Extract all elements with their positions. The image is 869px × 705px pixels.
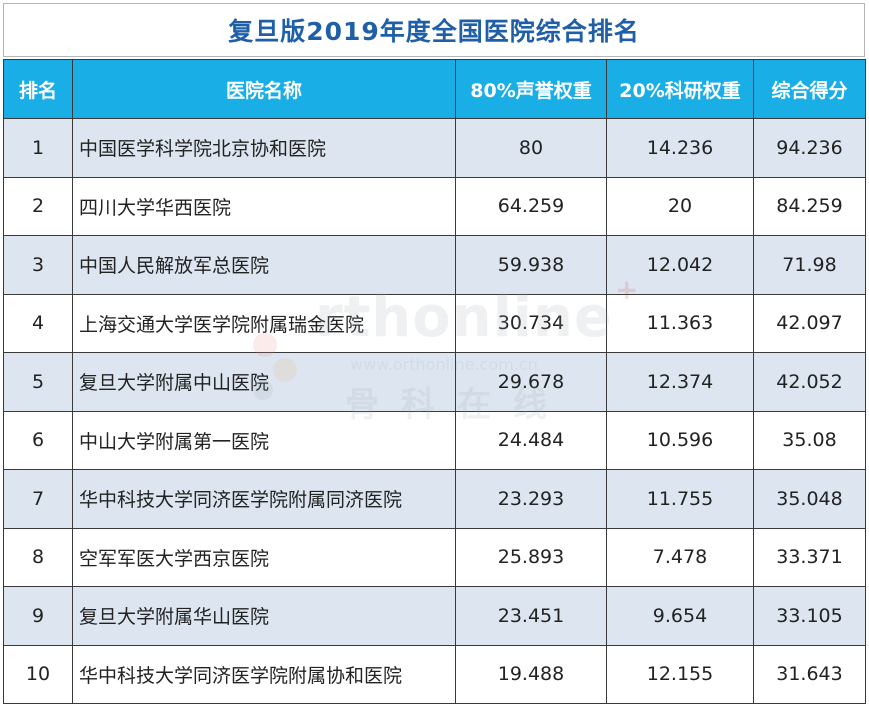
hospital-name-cell: 华中科技大学同济医学院附属同济医院 [72,469,456,529]
hospital-name-cell: 四川大学华西医院 [72,176,456,236]
hospital-name-cell: 复旦大学附属中山医院 [72,352,456,412]
rank-cell: 10 [3,644,73,704]
table-row: 10 华中科技大学同济医学院附属协和医院 19.488 12.155 31.64… [3,644,866,704]
rank-cell: 9 [3,586,73,646]
total-cell: 42.097 [753,293,866,353]
total-cell: 35.048 [753,469,866,529]
reputation-cell: 23.293 [455,469,607,529]
rank-cell: 2 [3,176,73,236]
table-row: 5 复旦大学附属中山医院 29.678 12.374 42.052 [3,352,866,412]
table-title: 复旦版2019年度全国医院综合排名 [3,3,865,57]
header-hospital-name: 医院名称 [72,59,456,119]
ranking-table: 排名 医院名称 80%声誉权重 20%科研权重 综合得分 1 中国医学科学院北京… [3,59,866,704]
reputation-cell: 59.938 [455,235,607,295]
hospital-name-cell: 中国医学科学院北京协和医院 [72,118,456,178]
reputation-cell: 64.259 [455,176,607,236]
table-row: 7 华中科技大学同济医学院附属同济医院 23.293 11.755 35.048 [3,469,866,529]
table-row: 4 上海交通大学医学院附属瑞金医院 30.734 11.363 42.097 [3,293,866,353]
table-row: 8 空军军医大学西京医院 25.893 7.478 33.371 [3,527,866,587]
reputation-cell: 23.451 [455,586,607,646]
research-cell: 12.042 [606,235,754,295]
research-cell: 7.478 [606,527,754,587]
total-cell: 84.259 [753,176,866,236]
header-rank: 排名 [3,59,73,119]
hospital-name-cell: 上海交通大学医学院附属瑞金医院 [72,293,456,353]
rank-cell: 5 [3,352,73,412]
rank-cell: 4 [3,293,73,353]
reputation-cell: 19.488 [455,644,607,704]
rank-cell: 3 [3,235,73,295]
hospital-name-cell: 中国人民解放军总医院 [72,235,456,295]
research-cell: 11.363 [606,293,754,353]
research-cell: 10.596 [606,410,754,470]
research-cell: 11.755 [606,469,754,529]
table-row: 9 复旦大学附属华山医院 23.451 9.654 33.105 [3,586,866,646]
reputation-cell: 30.734 [455,293,607,353]
reputation-cell: 25.893 [455,527,607,587]
rank-cell: 8 [3,527,73,587]
total-cell: 33.371 [753,527,866,587]
total-cell: 33.105 [753,586,866,646]
rank-cell: 1 [3,118,73,178]
hospital-name-cell: 中山大学附属第一医院 [72,410,456,470]
research-cell: 20 [606,176,754,236]
research-cell: 14.236 [606,118,754,178]
header-reputation-weight: 80%声誉权重 [455,59,607,119]
rank-cell: 7 [3,469,73,529]
table-row: 3 中国人民解放军总医院 59.938 12.042 71.98 [3,235,866,295]
research-cell: 9.654 [606,586,754,646]
table-row: 2 四川大学华西医院 64.259 20 84.259 [3,176,866,236]
header-research-weight: 20%科研权重 [606,59,754,119]
research-cell: 12.155 [606,644,754,704]
table-row: 1 中国医学科学院北京协和医院 80 14.236 94.236 [3,118,866,178]
table-row: 6 中山大学附属第一医院 24.484 10.596 35.08 [3,410,866,470]
total-cell: 35.08 [753,410,866,470]
reputation-cell: 24.484 [455,410,607,470]
total-cell: 71.98 [753,235,866,295]
reputation-cell: 29.678 [455,352,607,412]
rank-cell: 6 [3,410,73,470]
header-row: 排名 医院名称 80%声誉权重 20%科研权重 综合得分 [3,59,866,119]
reputation-cell: 80 [455,118,607,178]
hospital-name-cell: 华中科技大学同济医学院附属协和医院 [72,644,456,704]
header-total-score: 综合得分 [753,59,866,119]
research-cell: 12.374 [606,352,754,412]
hospital-name-cell: 空军军医大学西京医院 [72,527,456,587]
total-cell: 31.643 [753,644,866,704]
hospital-name-cell: 复旦大学附属华山医院 [72,586,456,646]
total-cell: 42.052 [753,352,866,412]
total-cell: 94.236 [753,118,866,178]
